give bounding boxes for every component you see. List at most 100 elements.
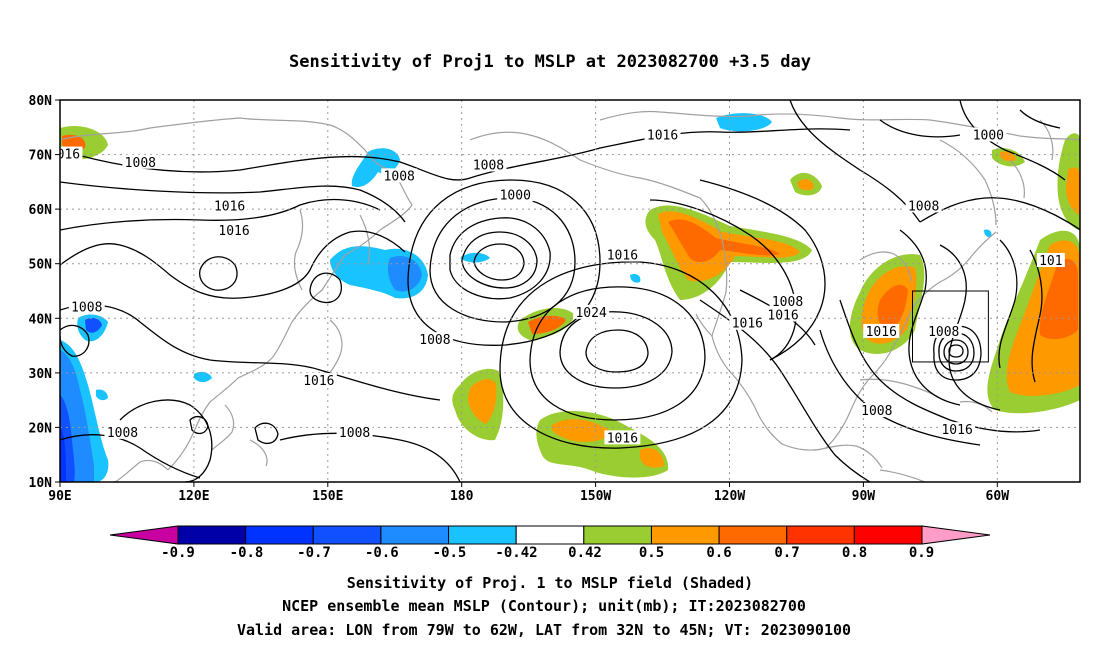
lon-label: 90E bbox=[48, 489, 71, 504]
contour-label: 1008 bbox=[71, 300, 102, 315]
lon-label: 150W bbox=[580, 489, 611, 504]
longitude-tick-labels: 90E 120E 150E 180 150W 120W 90W 60W bbox=[48, 489, 1009, 504]
contour-label-bg bbox=[604, 430, 641, 445]
latitude-tick-labels: 80N 70N 60N 50N 40N 30N 20N 10N bbox=[29, 94, 53, 491]
lat-label: 10N bbox=[29, 476, 53, 491]
lat-label: 30N bbox=[29, 367, 53, 382]
colorbar-label: 0.9 bbox=[909, 545, 934, 561]
contour-label: 101 bbox=[1039, 254, 1062, 269]
colorbar-high-end bbox=[921, 525, 991, 545]
colorbar-label: 0.5 bbox=[639, 545, 664, 561]
colorbar-low-end bbox=[109, 525, 179, 545]
colorbar-box bbox=[650, 525, 720, 545]
negative-sensitivity-shading bbox=[60, 113, 992, 482]
contour-label: 1008 bbox=[861, 404, 892, 419]
contour-label: 1016 bbox=[218, 224, 249, 239]
caption-line: NCEP ensemble mean MSLP (Contour); unit(… bbox=[282, 597, 806, 615]
contour-label-bg bbox=[905, 198, 942, 213]
colorbar-labels: -0.9 -0.8 -0.7 -0.6 -0.5 -0.42 0.42 0.5 … bbox=[161, 545, 934, 561]
contour-label-bg bbox=[416, 332, 453, 347]
contour-label-bg bbox=[1036, 252, 1065, 267]
contour-label: 1016 bbox=[866, 325, 897, 340]
contour-label-bg bbox=[211, 198, 248, 213]
contour-label-bg bbox=[729, 315, 766, 330]
contour-label: 1008 bbox=[419, 333, 450, 348]
contour-label-bg bbox=[60, 146, 83, 161]
lon-label: 120E bbox=[178, 489, 209, 504]
contour-label: 1016 bbox=[941, 423, 972, 438]
contour-label-bg bbox=[300, 373, 337, 388]
colorbar-label: 0.6 bbox=[706, 545, 731, 561]
colorbar-box bbox=[515, 525, 585, 545]
colorbar-label: 0.8 bbox=[842, 545, 867, 561]
contour-label-bg bbox=[573, 304, 610, 319]
lon-label: 150E bbox=[312, 489, 343, 504]
contour-label: 1016 bbox=[49, 148, 80, 163]
lon-label: 120W bbox=[714, 489, 745, 504]
graticule bbox=[60, 100, 1080, 482]
lat-label: 40N bbox=[29, 312, 53, 327]
colorbar-box bbox=[583, 525, 652, 545]
colorbar-box bbox=[380, 525, 450, 545]
colorbar-box bbox=[718, 525, 788, 545]
contour-label-bg bbox=[863, 323, 900, 338]
contour-label-bg bbox=[122, 154, 159, 169]
axis-ticks bbox=[55, 99, 998, 487]
colorbar-box bbox=[853, 525, 923, 545]
contour-label: 1016 bbox=[607, 249, 638, 264]
colorbar-box bbox=[448, 525, 517, 545]
colorbar-label: -0.7 bbox=[297, 545, 331, 561]
contour-label-bg bbox=[925, 323, 962, 338]
contour-label-bg bbox=[104, 424, 141, 439]
colorbar-label: -0.8 bbox=[230, 545, 264, 561]
contour-label-bg bbox=[470, 157, 507, 172]
contour-label: 1008 bbox=[473, 158, 504, 173]
colorbar-label: -0.5 bbox=[433, 545, 467, 561]
contour-label-bg bbox=[68, 299, 105, 314]
contour-label: 1008 bbox=[339, 426, 370, 441]
caption-line: Valid area: LON from 79W to 62W, LAT fro… bbox=[237, 621, 851, 639]
contour-label: 1016 bbox=[767, 309, 798, 324]
contour-label: 1016 bbox=[214, 199, 245, 214]
contour-label: 1000 bbox=[973, 128, 1004, 143]
contour-label-bg bbox=[216, 222, 253, 237]
contour-label-bg bbox=[604, 247, 641, 262]
colorbar-box bbox=[245, 525, 314, 545]
valid-area-box bbox=[911, 290, 989, 363]
lat-label: 70N bbox=[29, 149, 53, 164]
contour-label: 1008 bbox=[908, 199, 939, 214]
contour-label-bg bbox=[769, 293, 806, 308]
map-frame bbox=[59, 99, 1081, 483]
colorbar-box bbox=[786, 525, 855, 545]
contour-label-bg bbox=[497, 187, 534, 202]
contour-label-bg bbox=[858, 403, 895, 418]
colorbar-box bbox=[312, 525, 382, 545]
colorbar-label: 0.42 bbox=[568, 545, 602, 561]
contour-label: 1016 bbox=[732, 317, 763, 332]
lon-label: 60W bbox=[986, 489, 1010, 504]
contour-label: 1008 bbox=[107, 426, 138, 441]
colorbar-label: -0.6 bbox=[365, 545, 399, 561]
coastlines bbox=[60, 110, 1080, 482]
lon-label: 90W bbox=[852, 489, 876, 504]
contour-label-bg bbox=[381, 168, 418, 183]
contour-label-bg bbox=[970, 127, 1007, 142]
contour-label: 1024 bbox=[575, 306, 606, 321]
colorbar-label: -0.42 bbox=[495, 545, 537, 561]
contour-label: 1016 bbox=[303, 374, 334, 389]
lat-label: 20N bbox=[29, 421, 53, 436]
contour-label: 1008 bbox=[772, 295, 803, 310]
captions: Sensitivity of Proj. 1 to MSLP field (Sh… bbox=[237, 574, 851, 639]
contour-label: 1008 bbox=[384, 169, 415, 184]
contour-label: 1016 bbox=[647, 128, 678, 143]
contour-label: 1000 bbox=[500, 189, 531, 204]
contour-label: 1016 bbox=[607, 431, 638, 446]
chart-title: Sensitivity of Proj1 to MSLP at 20230827… bbox=[289, 52, 811, 72]
colorbar-label: 0.7 bbox=[774, 545, 799, 561]
caption-line: Sensitivity of Proj. 1 to MSLP field (Sh… bbox=[347, 574, 753, 592]
contour-label-bg bbox=[765, 307, 802, 322]
contour-label-bg bbox=[644, 127, 681, 142]
